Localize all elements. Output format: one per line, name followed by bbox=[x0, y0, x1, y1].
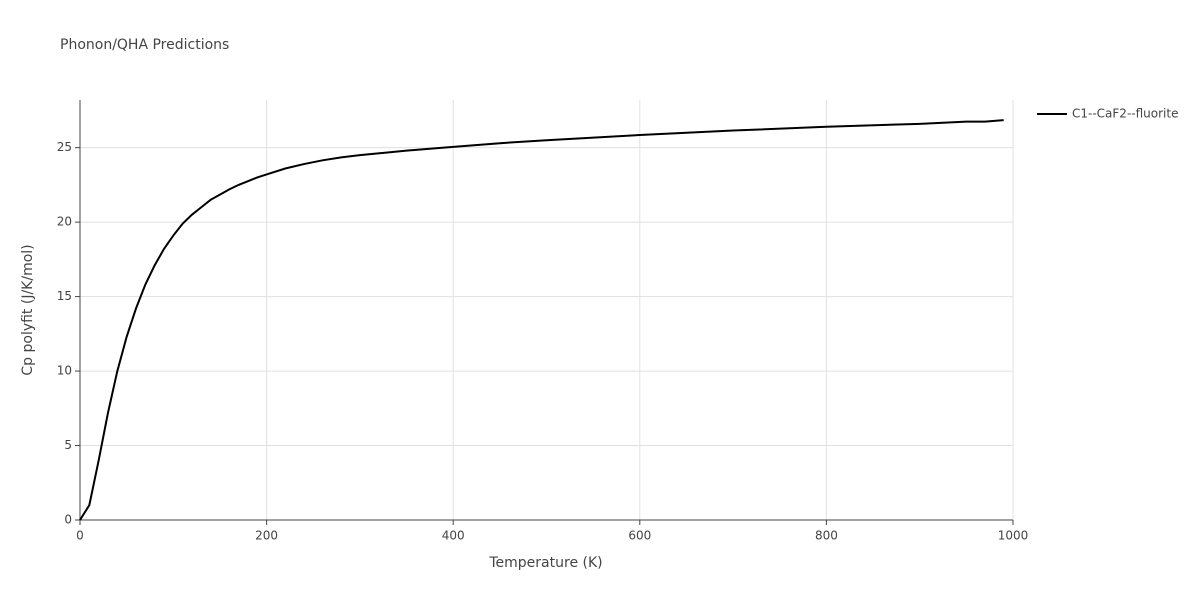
y-axis-title: Cp polyfit (J/K/mol) bbox=[20, 244, 36, 375]
y-tick-label: 0 bbox=[64, 513, 72, 527]
y-tick-label: 20 bbox=[57, 215, 72, 229]
data-line bbox=[79, 119, 1004, 521]
chart-title: Phonon/QHA Predictions bbox=[60, 37, 229, 53]
x-tick-label: 0 bbox=[76, 529, 84, 543]
x-tick-label: 1000 bbox=[998, 529, 1029, 543]
x-tick-label: 400 bbox=[442, 529, 465, 543]
legend-label: C1--CaF2--fluorite bbox=[1072, 107, 1178, 121]
y-tick-label: 10 bbox=[57, 364, 72, 378]
x-tick-label: 200 bbox=[255, 529, 278, 543]
y-tick-label: 25 bbox=[57, 140, 72, 154]
x-tick-label: 600 bbox=[628, 529, 651, 543]
x-tick-label: 800 bbox=[815, 529, 838, 543]
x-axis-title: Temperature (K) bbox=[488, 555, 602, 571]
y-tick-label: 15 bbox=[57, 289, 72, 303]
y-tick-label: 5 bbox=[64, 438, 72, 452]
